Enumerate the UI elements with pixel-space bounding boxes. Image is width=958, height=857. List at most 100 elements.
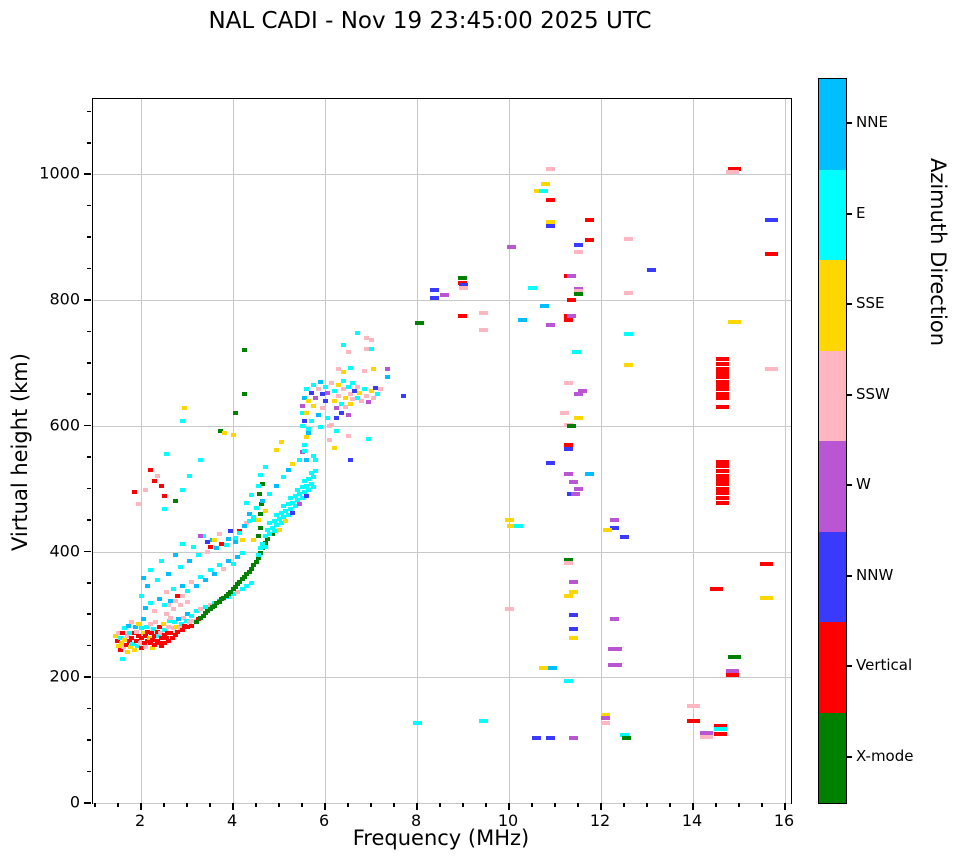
data-point-nne [384, 374, 390, 379]
data-point-ssw [363, 393, 369, 398]
data-point-e [230, 592, 236, 597]
data-point-e [170, 587, 176, 592]
data-point-x-mode [251, 563, 257, 568]
data-point-x-mode [193, 619, 199, 624]
data-point-e [297, 491, 303, 496]
data-point-nne [585, 471, 595, 476]
data-point-e [156, 634, 162, 639]
data-point-vertical [545, 197, 555, 202]
y-axis-label: Virtual height (km) [8, 353, 32, 551]
data-point-nnw [301, 418, 307, 423]
data-point-e [237, 530, 243, 535]
data-point-vertical [716, 486, 730, 491]
colorbar-tick [847, 665, 852, 668]
data-point-e [138, 626, 144, 631]
data-point-ssw [179, 593, 185, 598]
data-point-vertical [147, 467, 153, 472]
y-tick [87, 362, 91, 364]
data-point-nne [225, 537, 231, 541]
data-point-e [313, 469, 319, 474]
colorbar-swatch-nnw [819, 531, 846, 622]
data-point-w [568, 735, 578, 740]
data-point-vertical [716, 379, 730, 384]
data-point-e [260, 542, 266, 547]
y-tick [87, 519, 91, 521]
data-point-vertical [716, 405, 730, 409]
data-point-e [288, 496, 294, 501]
data-point-ssw [186, 619, 192, 624]
data-point-vertical [138, 645, 144, 650]
gridline [93, 174, 791, 176]
x-tick [209, 803, 211, 807]
data-point-e [290, 500, 296, 505]
data-point-e [127, 631, 133, 636]
data-point-vertical [161, 493, 167, 498]
data-point-x-mode [237, 579, 243, 584]
data-point-ssw [177, 603, 183, 607]
data-point-vertical [716, 469, 730, 474]
data-point-ssw [168, 615, 174, 620]
data-point-e [311, 454, 317, 459]
colorbar-tick [847, 484, 852, 487]
data-point-nne [539, 303, 549, 308]
data-point-vertical [123, 642, 129, 647]
x-tick-label: 16 [773, 811, 795, 830]
data-point-x-mode [239, 577, 245, 582]
data-point-x-mode [258, 511, 264, 516]
data-point-x-mode [248, 567, 254, 572]
data-point-w [198, 533, 204, 538]
x-tick [186, 803, 188, 807]
data-point-e [191, 544, 197, 549]
colorbar-label-w: W [856, 475, 871, 494]
data-point-w [612, 662, 622, 667]
gridline [325, 99, 327, 803]
data-point-nne [156, 596, 162, 601]
data-point-e [306, 487, 312, 492]
data-point-vertical [165, 631, 171, 636]
data-point-e [513, 523, 523, 528]
azimuth-colorbar [818, 78, 847, 804]
data-point-e [479, 719, 489, 724]
data-point-ssw [545, 167, 555, 172]
data-point-nnw [532, 735, 542, 740]
data-point-w [297, 502, 303, 507]
data-point-w [366, 399, 372, 404]
data-point-vertical [714, 724, 728, 729]
data-point-sse [212, 538, 218, 543]
data-point-vertical [159, 636, 165, 641]
data-point-vertical [207, 544, 213, 549]
data-point-ssw [350, 397, 356, 402]
chart-title: NAL CADI - Nov 19 23:45:00 2025 UTC [208, 8, 652, 34]
data-point-sse [624, 362, 634, 367]
data-point-e [361, 387, 367, 392]
data-point-x-mode [230, 587, 236, 592]
data-point-ssw [559, 410, 569, 415]
data-point-sse [230, 433, 236, 438]
data-point-x-mode [265, 537, 271, 541]
y-tick-label: 1000 [39, 163, 80, 183]
x-tick [600, 803, 602, 810]
data-point-e [313, 458, 319, 463]
data-point-nnw [400, 394, 406, 399]
data-point-nne [125, 623, 131, 628]
data-point-nne [306, 431, 312, 436]
colorbar-swatch-sse [819, 260, 846, 351]
data-point-ssw [479, 328, 489, 333]
data-point-nnw [568, 626, 578, 631]
data-point-x-mode [255, 533, 261, 538]
data-point-e [347, 366, 353, 371]
data-point-e [299, 496, 305, 501]
y-tick [87, 204, 91, 207]
data-point-e [248, 581, 254, 585]
data-point-x-mode [216, 599, 222, 604]
data-point-sse [340, 370, 346, 375]
data-point-e [340, 343, 346, 348]
data-point-w [608, 647, 618, 651]
data-point-nne [246, 511, 252, 516]
data-point-e [294, 487, 300, 492]
data-point-vertical [457, 280, 467, 285]
data-point-vertical [114, 638, 120, 643]
data-point-sse [368, 389, 374, 394]
data-point-w [610, 518, 620, 523]
data-point-nne [176, 617, 182, 622]
